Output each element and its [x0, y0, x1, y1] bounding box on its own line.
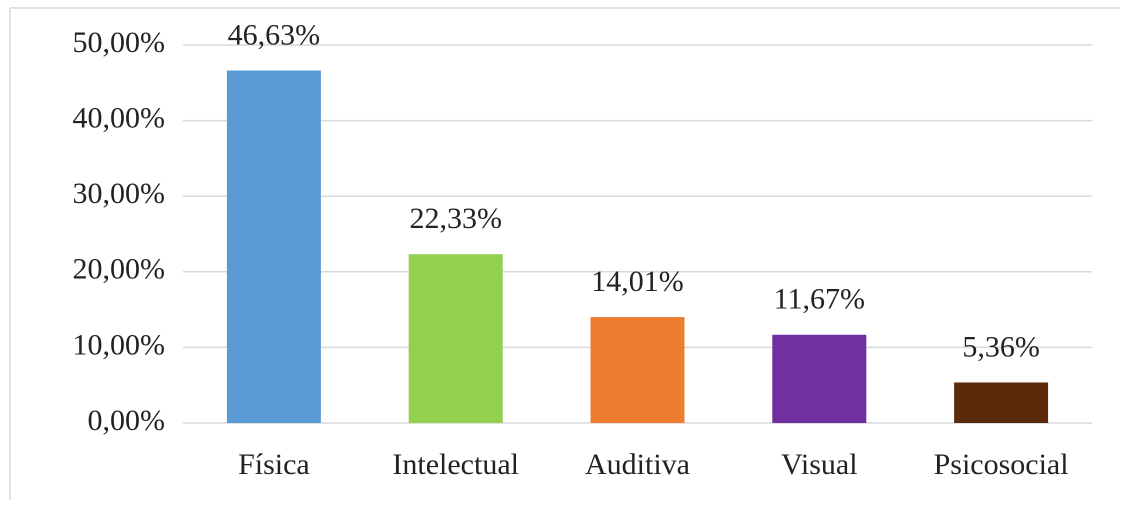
bar [590, 317, 685, 423]
y-tick-label: 50,00% [73, 26, 166, 59]
value-label: 22,33% [409, 202, 502, 235]
value-label: 46,63% [228, 18, 321, 51]
x-tick-label: Física [238, 448, 310, 481]
x-tick-label: Psicosocial [934, 448, 1069, 481]
y-tick-label: 20,00% [73, 253, 166, 286]
y-tick-label: 40,00% [73, 101, 166, 134]
bar [772, 334, 867, 423]
value-label: 11,67% [774, 283, 865, 316]
bar [226, 70, 321, 423]
x-tick-label: Visual [781, 448, 858, 481]
value-label: 5,36% [962, 330, 1040, 363]
y-tick-label: 30,00% [73, 177, 166, 210]
value-label: 14,01% [591, 265, 684, 298]
bar [954, 382, 1049, 423]
x-tick-label: Intelectual [392, 448, 519, 481]
x-tick-label: Auditiva [585, 448, 690, 481]
y-tick-label: 0,00% [88, 404, 166, 437]
y-tick-label: 10,00% [73, 328, 166, 361]
bar [408, 254, 503, 423]
